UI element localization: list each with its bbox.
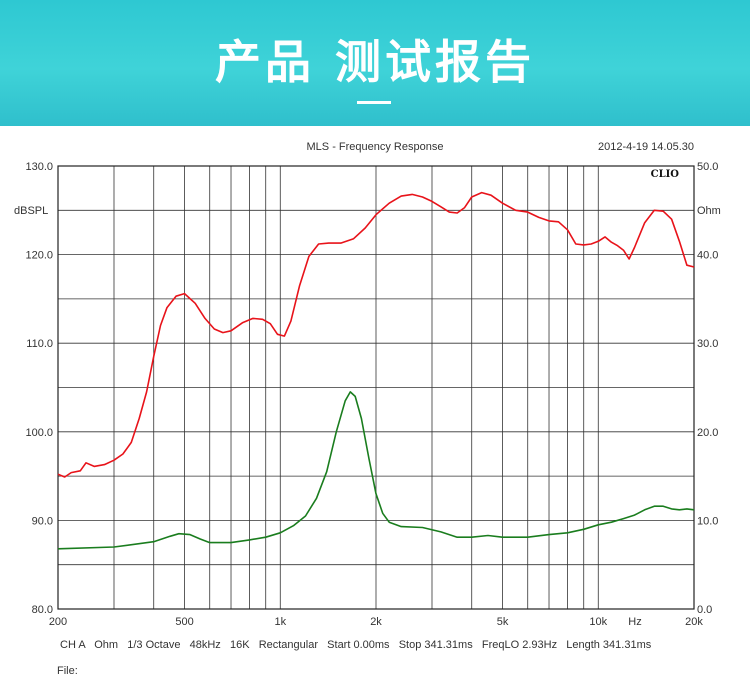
y2-tick-label: 20.0 [697, 427, 718, 439]
y-tick-label: 120.0 [25, 250, 53, 262]
y2-tick-label: 40.0 [697, 250, 718, 262]
x-unit-label: Hz [628, 616, 641, 628]
x-tick-label: 1k [274, 616, 286, 628]
settings-line: CH A Ohm 1/3 Octave 48kHz 16K Rectangula… [60, 639, 652, 651]
chart-series [57, 191, 695, 550]
chart-timestamp: 2012-4-19 14.05.30 [598, 141, 694, 153]
y-tick-label: 90.0 [32, 515, 53, 527]
y-tick-label: 80.0 [32, 604, 53, 616]
y-tick-label: 100.0 [25, 427, 53, 439]
axis-tick-labels: 200 500 1k 2k 5k 10k 20k 80.0 90.0 100.0 110.0 120.… [25, 161, 718, 628]
y-axis-label: dBSPL [14, 205, 48, 217]
banner-title: 产品 测试报告 [214, 35, 535, 89]
y2-axis-label: Ohm [697, 205, 721, 217]
plot-frame [57, 165, 695, 610]
x-tick-label: 10k [589, 616, 607, 628]
chart-title: MLS - Frequency Response [307, 141, 444, 153]
y2-tick-label: 10.0 [697, 515, 718, 527]
banner-underline [357, 101, 391, 104]
series-line-impedance [57, 391, 695, 550]
x-tick-label: 500 [175, 616, 193, 628]
y-tick-label: 130.0 [25, 161, 53, 173]
x-tick-label: 5k [497, 616, 509, 628]
frequency-response-chart: MLS - Frequency Response 2012-4-19 14.05… [14, 141, 721, 677]
brand-label: CLIO [651, 169, 680, 180]
x-tick-label: 20k [685, 616, 703, 628]
file-label: File: [57, 665, 78, 677]
series-line-spl [57, 191, 695, 478]
header-banner: 产品 测试报告 [0, 0, 750, 126]
chart-grid [58, 166, 694, 609]
y2-tick-label: 50.0 [697, 161, 718, 173]
y2-tick-label: 30.0 [697, 338, 718, 350]
x-tick-label: 200 [49, 616, 67, 628]
x-tick-label: 2k [370, 616, 382, 628]
y-tick-label: 110.0 [26, 338, 53, 350]
y2-tick-label: 0.0 [697, 604, 712, 616]
